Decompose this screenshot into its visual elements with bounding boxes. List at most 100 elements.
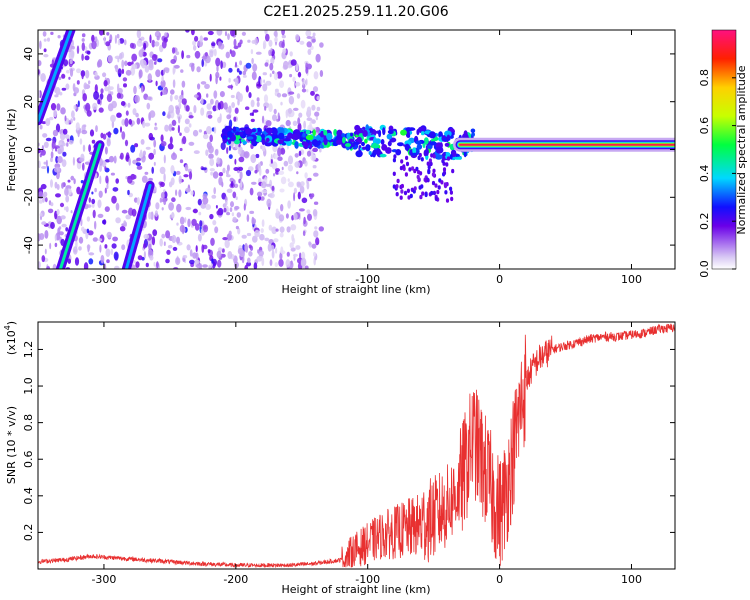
spectrogram-speckle (187, 218, 191, 228)
spectrogram-speckle (239, 60, 243, 66)
spectrogram-speckle (227, 33, 230, 40)
spectrogram-speckle (212, 220, 217, 226)
spectrogram-speckle (313, 172, 319, 177)
signal-blob (323, 129, 328, 136)
spectrogram-speckle (313, 201, 319, 205)
spectrogram-speckle (56, 209, 60, 216)
spectrogram-speckle (191, 218, 197, 226)
signal-tail-blob (406, 188, 410, 193)
signal-blob (423, 137, 429, 145)
spectrogram-speckle (195, 245, 198, 253)
spectrogram-speckle (121, 209, 128, 214)
signal-tail-blob (449, 186, 453, 191)
spectrogram-speckle (120, 126, 122, 133)
spectrogram-speckle (154, 126, 158, 131)
spectrogram-speckle (216, 250, 222, 259)
spectrogram-speckle (46, 165, 50, 174)
spectrogram-speckle (102, 219, 106, 225)
spectrogram-speckle (211, 42, 216, 47)
spectrogram-speckle (60, 215, 66, 220)
spectrogram-speckle (165, 230, 171, 239)
spectrogram-speckle (287, 200, 291, 209)
signal-blob (305, 134, 314, 141)
spectrogram-speckle (222, 237, 228, 241)
spectrogram-speckle (51, 59, 55, 67)
spectrogram-speckle (70, 175, 75, 181)
spectrogram-speckle (39, 124, 43, 130)
spectrogram-speckle (245, 106, 250, 110)
spectrogram-speckle (136, 39, 143, 47)
spectrogram-speckle (311, 119, 316, 124)
spectrogram-speckle (245, 169, 252, 177)
spectrogram-speckle (54, 234, 57, 242)
spectrogram-speckle (272, 70, 275, 75)
spectrogram-speckle (289, 242, 294, 249)
spectrogram-speckle (207, 249, 211, 254)
signal-blob (315, 134, 321, 141)
spectrogram-speckle (283, 60, 289, 70)
spectrogram-speckle (278, 170, 285, 175)
spectrogram-speckle (111, 120, 115, 129)
spectrogram-speckle (213, 126, 217, 134)
spectrogram-speckle (112, 236, 118, 242)
spectrogram-x-tick-label: -200 (223, 273, 248, 286)
signal-blob (242, 140, 247, 145)
spectrogram-speckle (86, 110, 92, 117)
spectrogram-speckle (125, 214, 131, 220)
signal-blob (238, 131, 244, 136)
spectrogram-speckle (154, 122, 157, 126)
spectrogram-speckle (88, 252, 95, 256)
spectrogram-speckle (100, 88, 104, 94)
spectrogram-speckle (175, 257, 181, 266)
spectrogram-speckle (216, 157, 221, 165)
spectrogram-speckle (140, 59, 147, 69)
spectrogram-speckle (245, 62, 252, 69)
spectrogram-speckle (99, 93, 104, 100)
spectrogram-speckle (70, 210, 73, 214)
snr-y-tick-label: 1.0 (22, 377, 35, 395)
spectrogram-speckle (115, 202, 120, 211)
snr-y-ticks: 0.2 0.4 0.6 0.8 1.0 1.2 (22, 341, 675, 541)
signal-tail-blob (451, 168, 455, 174)
spectrogram-speckle (123, 220, 127, 226)
signal-tail-blob (400, 159, 404, 164)
spectrogram-speckle (275, 208, 279, 214)
colorbar-label: Normalized spectral amplitude (735, 65, 748, 234)
spectrogram-speckle (251, 71, 257, 81)
spectrogram-x-ticks: -300 -200 -100 0 100 (91, 30, 642, 286)
spectrogram-speckle (262, 83, 268, 92)
spectrogram-speckle (305, 30, 312, 37)
spectrogram-speckle (188, 171, 193, 180)
spectrogram-speckle (42, 133, 48, 138)
spectrogram-speckle (148, 132, 154, 141)
spectrogram-speckle (205, 149, 209, 156)
spectrogram-speckle (249, 210, 255, 214)
spectrogram-speckle (293, 192, 296, 202)
spectrogram-speckle (163, 154, 166, 164)
spectrogram-speckle (171, 127, 175, 131)
spectrogram-speckle (40, 183, 47, 190)
signal-tail-blob (442, 152, 446, 157)
colorbar-tick-label: 0.8 (698, 69, 711, 87)
spectrogram-speckle (97, 99, 101, 105)
spectrogram-speckle (72, 246, 78, 255)
signal-tail-blob (405, 155, 409, 161)
spectrogram-speckle (182, 136, 187, 145)
spectrogram-speckle (167, 143, 174, 150)
spectrogram-speckle (136, 165, 143, 170)
spectrogram-speckle (271, 249, 275, 259)
spectrogram-speckle (268, 49, 272, 56)
spectrogram-speckle (51, 140, 56, 150)
spectrogram-speckle (52, 129, 59, 137)
spectrogram-speckle (78, 246, 82, 251)
spectrogram-speckle (316, 96, 321, 101)
spectrogram-speckle (43, 48, 47, 53)
spectrogram-speckle (117, 57, 120, 63)
spectrogram-speckle (200, 81, 207, 85)
spectrogram-speckle (237, 227, 241, 235)
spectrogram-speckle (250, 118, 255, 123)
spectrogram-speckle (264, 237, 270, 242)
spectrogram-speckle (260, 196, 265, 201)
spectrogram-speckle (280, 204, 284, 212)
spectrogram-speckle (170, 177, 175, 186)
